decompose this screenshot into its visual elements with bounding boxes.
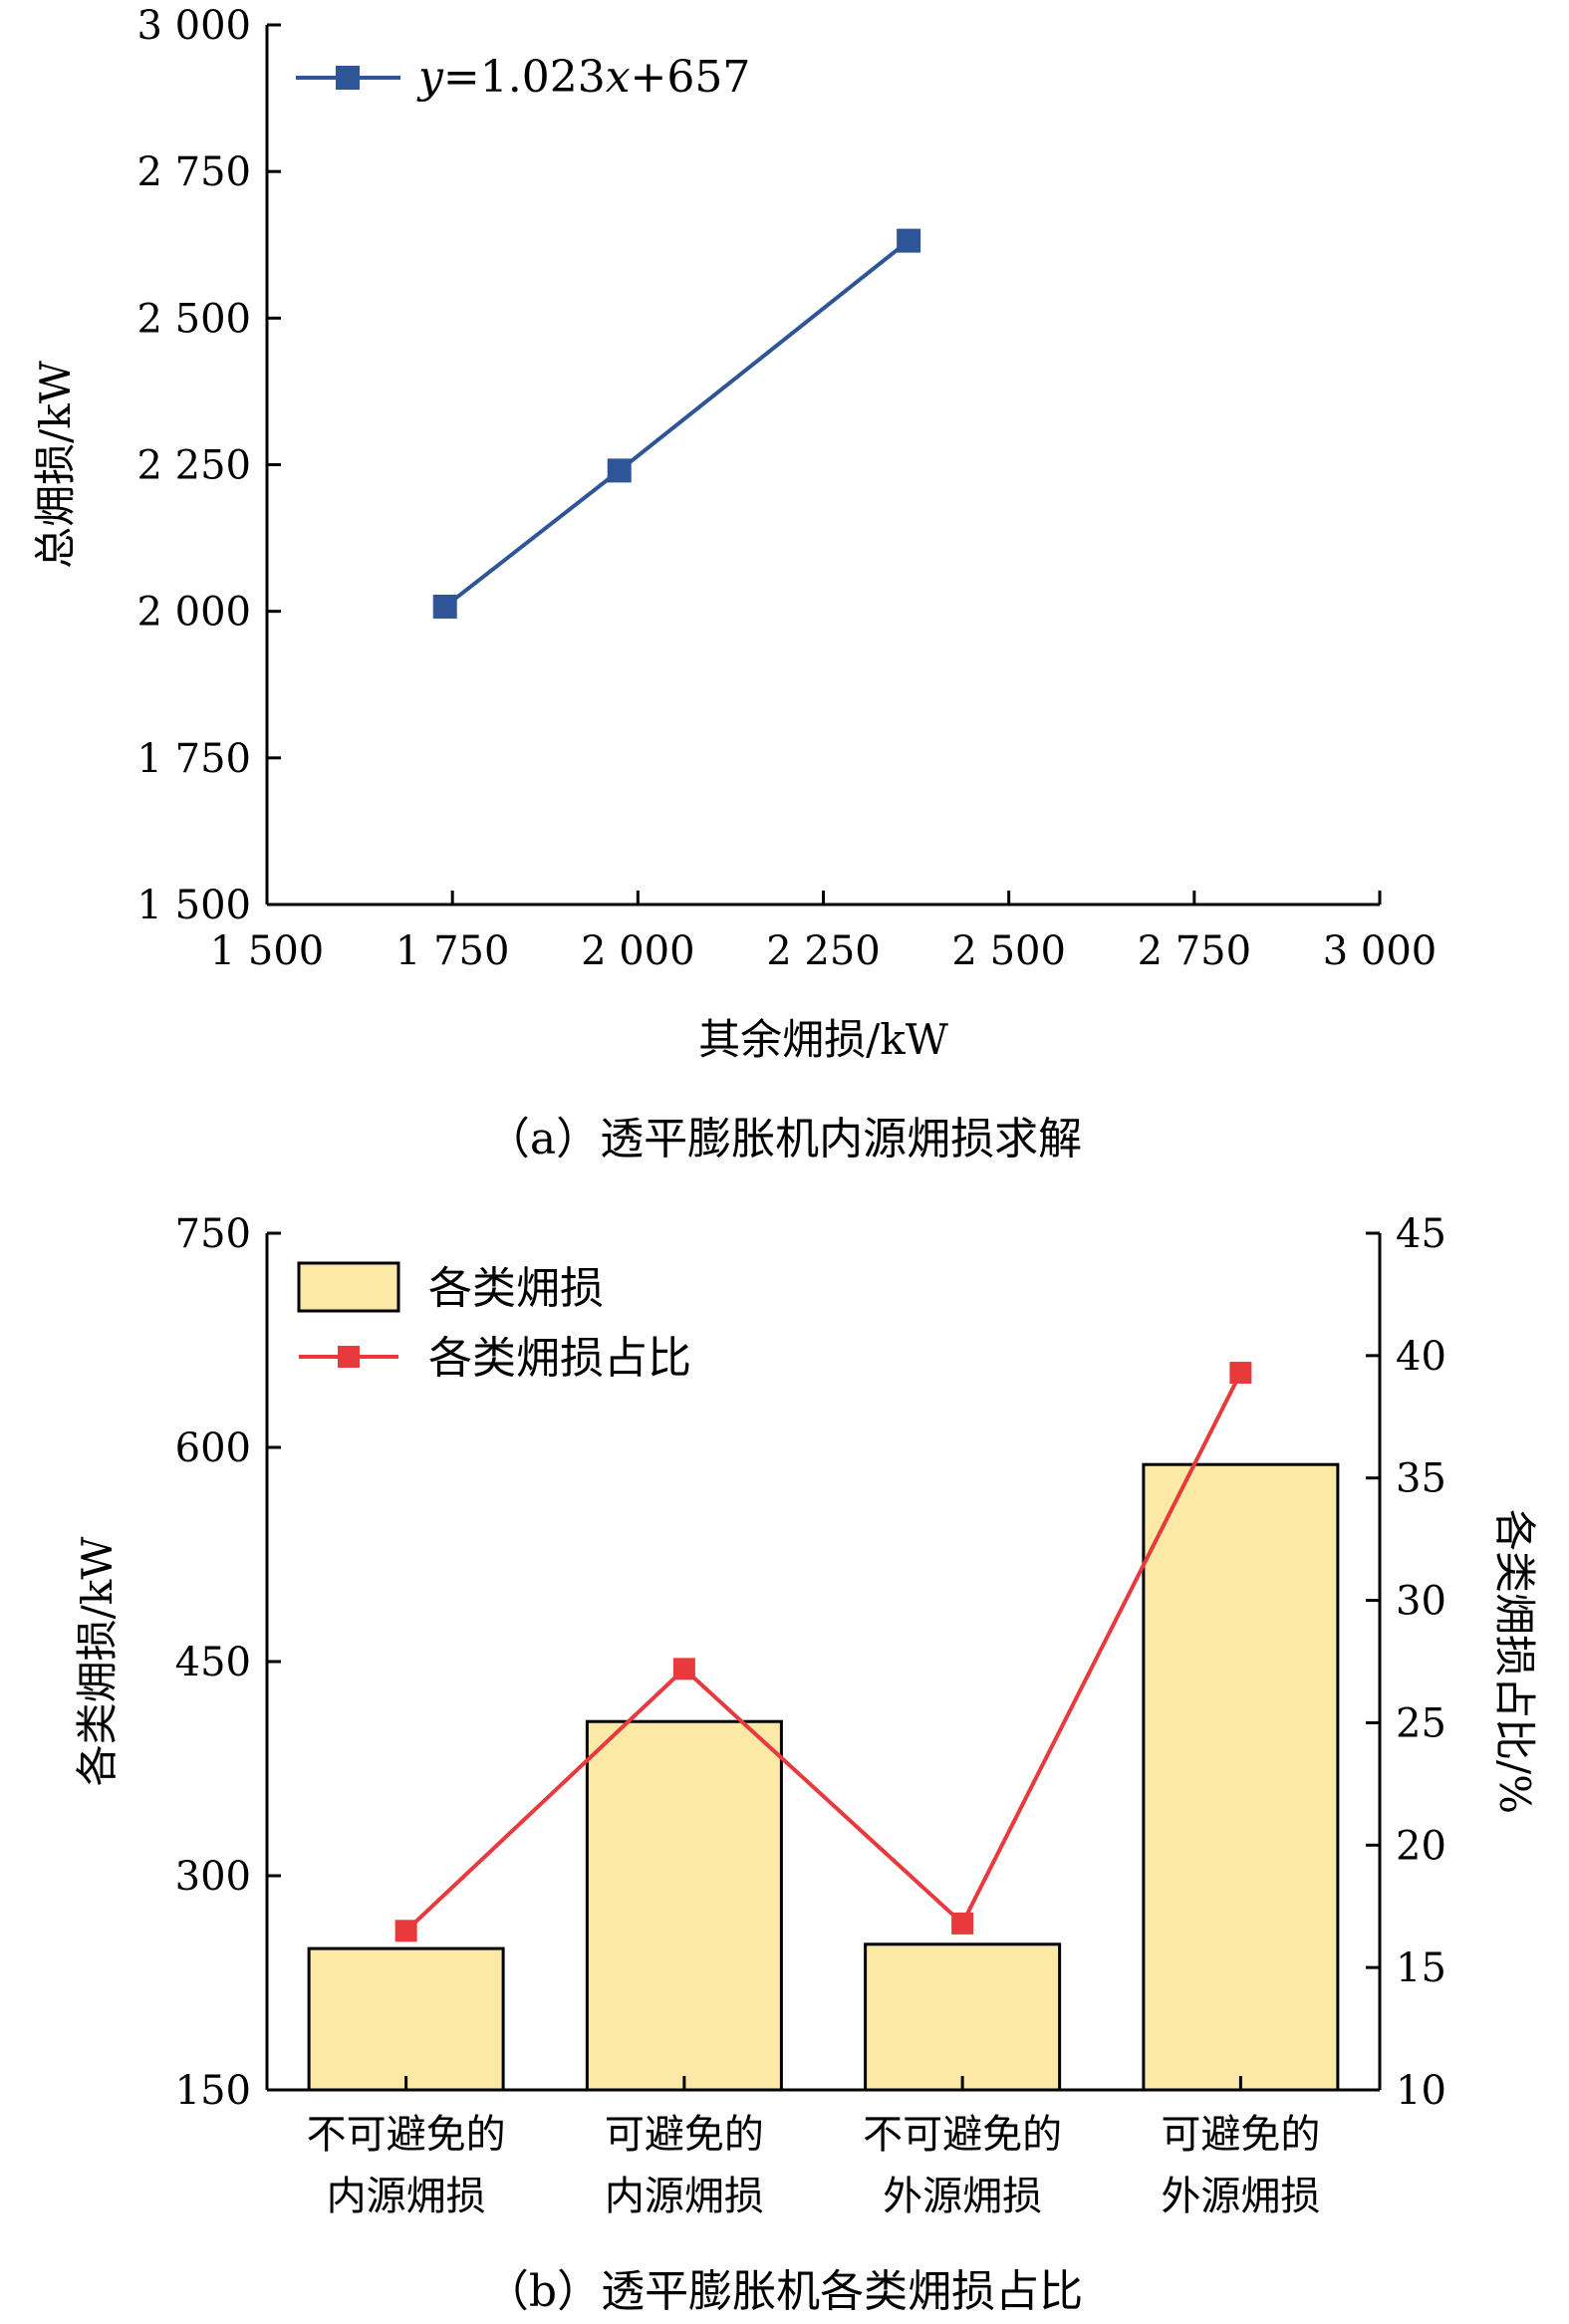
chart-a-caption: （a）透平膨胀机内源㶲损求解 xyxy=(486,1114,1082,1164)
chart-a-x-axis-label: 其余㶲损/kW xyxy=(698,1015,949,1064)
chart-b-x-tick-label: 不可避免的内源㶲损 xyxy=(307,2112,506,2219)
chart-a-y-axis-label: 总㶲损/kW xyxy=(31,360,80,569)
chart-a-data-point xyxy=(432,594,457,619)
chart-b-y-tick-label: 150 xyxy=(175,2068,251,2114)
chart-a-y-tick-label: 2 000 xyxy=(136,590,251,636)
chart-b-bar xyxy=(864,1942,1062,2092)
chart-b-x-tick-label: 可避免的内源㶲损 xyxy=(605,2112,764,2219)
chart-a-y-tick-label: 1 500 xyxy=(136,883,251,928)
chart-a-data-point xyxy=(897,228,921,253)
chart-a-legend-y-var: y xyxy=(416,52,444,103)
chart-b-y2-tick-label: 25 xyxy=(1396,1700,1446,1746)
chart-b-ratio-point xyxy=(394,1920,417,1942)
chart-b-legend-bar-swatch xyxy=(297,1261,400,1313)
chart-b-ratio-point xyxy=(672,1658,695,1680)
chart-a-series-line xyxy=(443,239,911,609)
chart-a-x-tick-label: 1 750 xyxy=(395,928,510,974)
chart-b-x-tick-label-line: 可避免的 xyxy=(1161,2112,1320,2158)
chart-a-y-tick-label: 2 750 xyxy=(136,149,251,195)
chart-b-x-tick-label-line: 内源㶲损 xyxy=(605,2174,764,2219)
chart-b-x-tick-label-line: 可避免的 xyxy=(605,2112,764,2158)
chart-b-y-tick-label: 450 xyxy=(175,1640,251,1685)
chart-b-y2-tick-label: 10 xyxy=(1396,2068,1446,2114)
chart-b-y2-tick-label: 45 xyxy=(1396,1211,1446,1257)
chart-b-ratio-point xyxy=(951,1912,974,1935)
chart-a-legend: y=1.023x+657 xyxy=(296,52,750,103)
chart-b-y-tick-label: 600 xyxy=(175,1425,251,1471)
chart-a-data-point xyxy=(607,458,632,483)
chart-a-y-tick-label: 2 500 xyxy=(136,296,251,342)
chart-b-ratio-point xyxy=(1229,1362,1252,1385)
chart-b-y-axis-label: 各类㶲损/kW xyxy=(73,1536,122,1787)
chart-a-legend-marker xyxy=(336,66,360,90)
chart-a-x-tick-label: 1 500 xyxy=(210,928,325,974)
chart-a-legend-slope: =1.023 xyxy=(443,52,606,103)
chart-b-bar xyxy=(585,1719,783,2092)
chart-a-y-tick-label: 3 000 xyxy=(136,3,251,49)
chart-b-caption: （b）透平膨胀机各类㶲损占比 xyxy=(485,2266,1083,2317)
chart-b-y2-tick-label: 35 xyxy=(1396,1456,1446,1502)
chart-a-x-tick-label: 2 000 xyxy=(581,928,695,974)
chart-b-y2-tick-label: 15 xyxy=(1396,1945,1446,1991)
chart-b-legend-line-marker xyxy=(338,1346,360,1368)
chart-b-x-tick-label: 不可避免的外源㶲损 xyxy=(863,2112,1062,2219)
chart-b-y2-axis-label: 各类㶲损占比/% xyxy=(1490,1509,1539,1814)
chart-b: 150 300 450 600 750 10 15 20 25 30 35 40 45 不可避免的内源㶲损… xyxy=(73,1211,1539,2317)
chart-b-y-tick-label: 750 xyxy=(175,1211,251,1257)
chart-b-x-tick-label-line: 不可避免的 xyxy=(307,2112,506,2158)
chart-b-bar xyxy=(1142,1462,1340,2092)
chart-a-x-tick-label: 2 250 xyxy=(766,928,881,974)
chart-b-legend-line-label: 各类㶲损占比 xyxy=(428,1333,691,1384)
chart-b-y2-tick-label: 20 xyxy=(1396,1823,1446,1869)
chart-a-legend-x-var: x xyxy=(606,52,631,103)
chart-a-x-tick-label: 2 750 xyxy=(1138,928,1252,974)
chart-a-legend-label: y=1.023x+657 xyxy=(416,52,750,103)
chart-a: 1 500 1 750 2 000 2 250 2 500 2 750 3 000 1 500… xyxy=(31,3,1437,1164)
chart-a-x-tick-label: 3 000 xyxy=(1323,928,1438,974)
chart-b-x-tick-label-line: 外源㶲损 xyxy=(883,2174,1042,2219)
chart-b-x-tick-label-line: 不可避免的 xyxy=(863,2112,1062,2158)
chart-a-x-tick-label: 2 500 xyxy=(951,928,1066,974)
chart-b-y-tick-label: 300 xyxy=(175,1854,251,1900)
chart-b-x-tick-label-line: 内源㶲损 xyxy=(327,2174,486,2219)
chart-b-bar xyxy=(307,1946,505,2092)
chart-a-y-tick-label: 2 250 xyxy=(136,443,251,489)
chart-a-legend-intercept: +657 xyxy=(631,52,751,103)
chart-b-x-tick-label: 可避免的外源㶲损 xyxy=(1161,2112,1320,2219)
chart-b-legend-bar-label: 各类㶲损 xyxy=(428,1263,604,1314)
chart-a-y-tick-label: 1 750 xyxy=(136,736,251,782)
chart-b-y2-tick-label: 40 xyxy=(1396,1334,1446,1380)
chart-b-x-tick-label-line: 外源㶲损 xyxy=(1161,2174,1320,2219)
chart-b-ratio-line xyxy=(404,1372,1243,1933)
chart-b-y2-tick-label: 30 xyxy=(1396,1579,1446,1625)
